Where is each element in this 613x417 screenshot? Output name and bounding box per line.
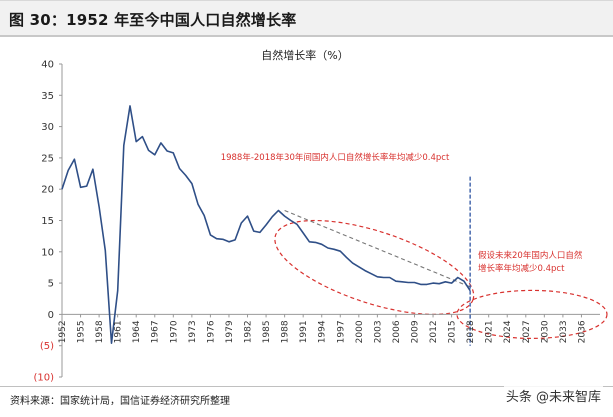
y-tick-label: (10) <box>33 373 54 384</box>
growth-rate-series-line <box>61 105 471 345</box>
y-tick-label: 20 <box>41 185 54 196</box>
x-tick-label: 1967 <box>151 320 161 343</box>
x-tick-label: 2000 <box>355 320 365 343</box>
x-tick-label: 2018 <box>466 320 476 343</box>
x-tick-label: 2009 <box>410 320 420 343</box>
y-tick-label: 30 <box>41 122 54 133</box>
y-tick-label: 25 <box>41 153 54 164</box>
x-tick-label: 1985 <box>262 320 272 343</box>
figure-title: 图 30：1952 年至今中国人口自然增长率 <box>9 11 297 29</box>
x-tick-label: 2030 <box>540 320 550 343</box>
trend-line <box>284 209 471 288</box>
y-tick-label: 5 <box>48 279 54 290</box>
x-tick-label: 1973 <box>188 320 198 343</box>
footer-divider <box>0 386 613 387</box>
x-tick-label: 1970 <box>169 320 179 343</box>
x-tick-label: 2012 <box>429 320 439 343</box>
x-tick-label: 2027 <box>522 320 532 343</box>
x-tick-label: 2033 <box>559 320 569 343</box>
y-tick-label: 0 <box>48 310 54 321</box>
x-tick-label: 1964 <box>132 320 142 343</box>
chart-title: 自然增长率（%） <box>261 48 348 62</box>
x-tick-label: 2015 <box>448 320 458 343</box>
chart-series <box>61 105 471 346</box>
chart-axes <box>59 63 600 378</box>
y-tick-label: 10 <box>41 247 54 258</box>
y-tick-label: 15 <box>41 216 54 227</box>
y-tick-label: 35 <box>41 91 54 102</box>
forecast-annotation-label: 增长率年均减少0.4pct <box>478 263 565 274</box>
x-tick-label: 1952 <box>58 320 68 343</box>
y-tick-label: 40 <box>41 60 54 71</box>
x-tick-label: 2036 <box>577 320 587 343</box>
figure-title-bar: 图 30：1952 年至今中国人口自然增长率 <box>0 0 613 37</box>
x-tick-label: 1979 <box>225 320 235 343</box>
x-tick-label: 1994 <box>318 320 328 343</box>
x-tick-label: 1982 <box>244 320 254 343</box>
x-tick-label: 1976 <box>206 320 216 343</box>
x-tick-label: 1955 <box>77 320 87 343</box>
x-tick-label: 2024 <box>503 320 513 343</box>
forecast-annotation-label: 假设未来20年国内人口自然 <box>478 250 583 261</box>
x-tick-label: 2003 <box>373 320 383 343</box>
source-note: 资料来源：国家统计局，国信证券经济研究所整理 <box>10 396 230 407</box>
x-tick-label: 1961 <box>114 320 124 343</box>
x-tick-label: 2006 <box>392 320 402 343</box>
x-tick-label: 1958 <box>95 320 105 343</box>
x-tick-label: 1997 <box>336 320 346 343</box>
x-tick-label: 1991 <box>299 320 309 343</box>
forecast-period-ellipse <box>456 289 608 339</box>
historic-period-ellipse <box>274 219 475 315</box>
y-tick-label: (5) <box>40 341 54 352</box>
x-tick-label: 2021 <box>485 320 495 343</box>
annotation-ellipses <box>274 219 608 339</box>
historic-annotation-label: 1988年-2018年30年间国内人口自然增长率年均减少0.4pct <box>221 152 450 163</box>
x-tick-label: 1988 <box>281 320 291 343</box>
watermark-logo: 头条 @未来智库 <box>503 386 603 405</box>
